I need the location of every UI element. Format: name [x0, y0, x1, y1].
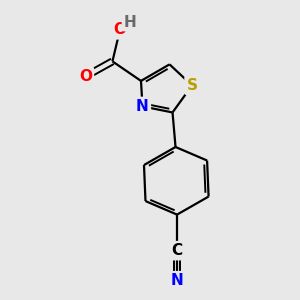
Text: C: C	[172, 243, 183, 258]
Text: N: N	[171, 273, 183, 288]
Text: S: S	[187, 78, 198, 93]
Text: O: O	[113, 22, 127, 37]
Text: N: N	[136, 99, 149, 114]
Text: H: H	[123, 15, 136, 30]
Text: O: O	[79, 69, 92, 84]
